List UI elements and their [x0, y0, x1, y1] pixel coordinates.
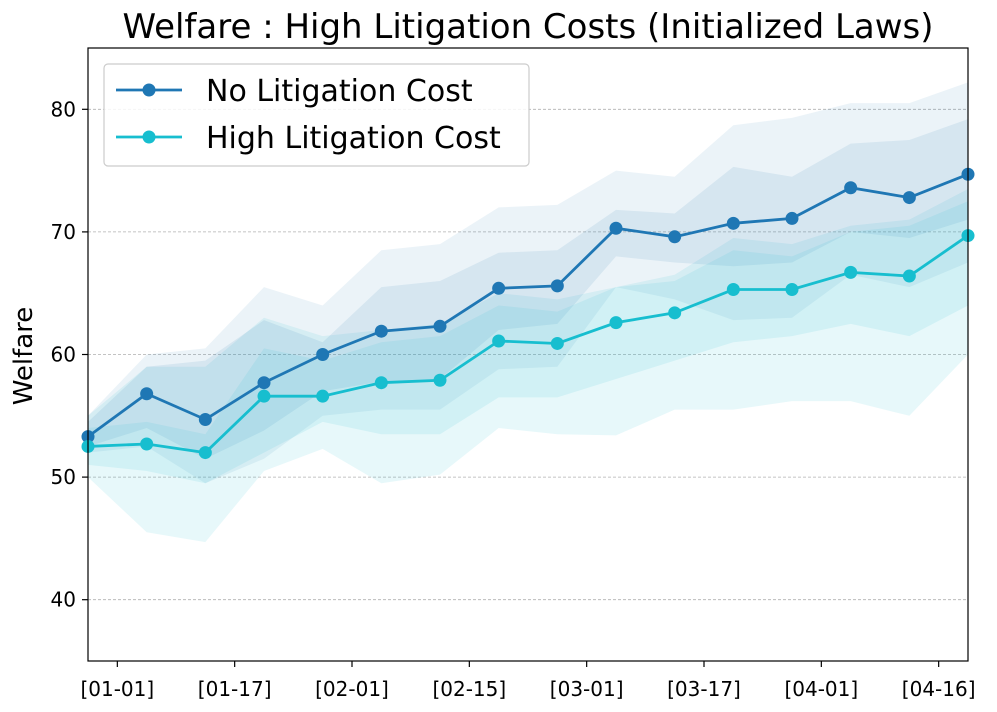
legend: No Litigation Cost High Litigation Cost: [103, 63, 530, 167]
x-tick-label: [04-16]: [902, 677, 976, 701]
series-1-point: [785, 283, 799, 297]
series-0-point: [374, 324, 388, 338]
y-tick-label: 70: [51, 220, 76, 244]
series-0-point: [492, 281, 506, 295]
series-1-point: [902, 269, 916, 283]
series-0-point: [902, 191, 916, 205]
x-tick-label: [03-01]: [550, 677, 624, 701]
chart-title: Welfare : High Litigation Costs (Initial…: [122, 7, 933, 47]
x-tick-label: [01-01]: [80, 677, 154, 701]
series-0-point: [316, 348, 330, 361]
y-tick-label: 40: [51, 588, 76, 612]
x-tick-label: [03-17]: [667, 677, 741, 701]
series-1-point: [257, 389, 271, 403]
legend-box: [103, 63, 530, 167]
series-0-point: [257, 376, 271, 390]
series-0-outer-band: [88, 82, 968, 484]
series-0-point: [433, 319, 447, 333]
series-0-point: [726, 216, 740, 230]
legend-label: No Litigation Cost: [206, 74, 473, 109]
y-tick-label: 60: [51, 343, 76, 367]
series-0-point: [668, 230, 682, 244]
series-1-point: [140, 437, 154, 451]
x-tick-label: [02-01]: [315, 677, 389, 701]
series-0-point: [198, 412, 212, 426]
series-lines: [87, 172, 969, 455]
series-1-point: [609, 316, 623, 330]
legend-label: High Litigation Cost: [206, 121, 501, 156]
y-axis-label: Welfare: [9, 307, 39, 406]
legend-swatch-marker: [142, 83, 156, 97]
x-tick-label: [01-17]: [198, 677, 272, 701]
series-0-line: [87, 172, 969, 438]
series-0-point: [844, 181, 858, 195]
series-0-point: [550, 279, 564, 293]
axis-ticks: 40 50 60 70 80 [01-01] [01-17] [02-01] [02-15] [0…: [51, 97, 976, 701]
series-1-outer-band: [88, 188, 968, 543]
series-1-line: [87, 234, 969, 455]
series-0-point: [140, 387, 154, 401]
series-1-point: [668, 306, 682, 320]
y-tick-label: 80: [51, 97, 76, 121]
x-tick-label: [02-15]: [432, 677, 506, 701]
series-1-point: [433, 373, 447, 387]
series-1-point: [316, 389, 330, 403]
series-1-point: [844, 265, 858, 279]
legend-swatch-marker: [142, 130, 156, 144]
y-tick-label: 50: [51, 465, 76, 489]
series-1-point: [492, 334, 506, 348]
series-points: [81, 167, 975, 460]
series-0-inner-band: [88, 119, 968, 459]
series-0-point: [785, 211, 799, 225]
series-1-point: [550, 336, 564, 350]
series-1-point: [374, 376, 388, 390]
series-1-point: [726, 283, 740, 297]
x-tick-label: [04-01]: [784, 677, 858, 701]
series-0-point: [609, 221, 623, 235]
series-1-point: [198, 446, 212, 460]
